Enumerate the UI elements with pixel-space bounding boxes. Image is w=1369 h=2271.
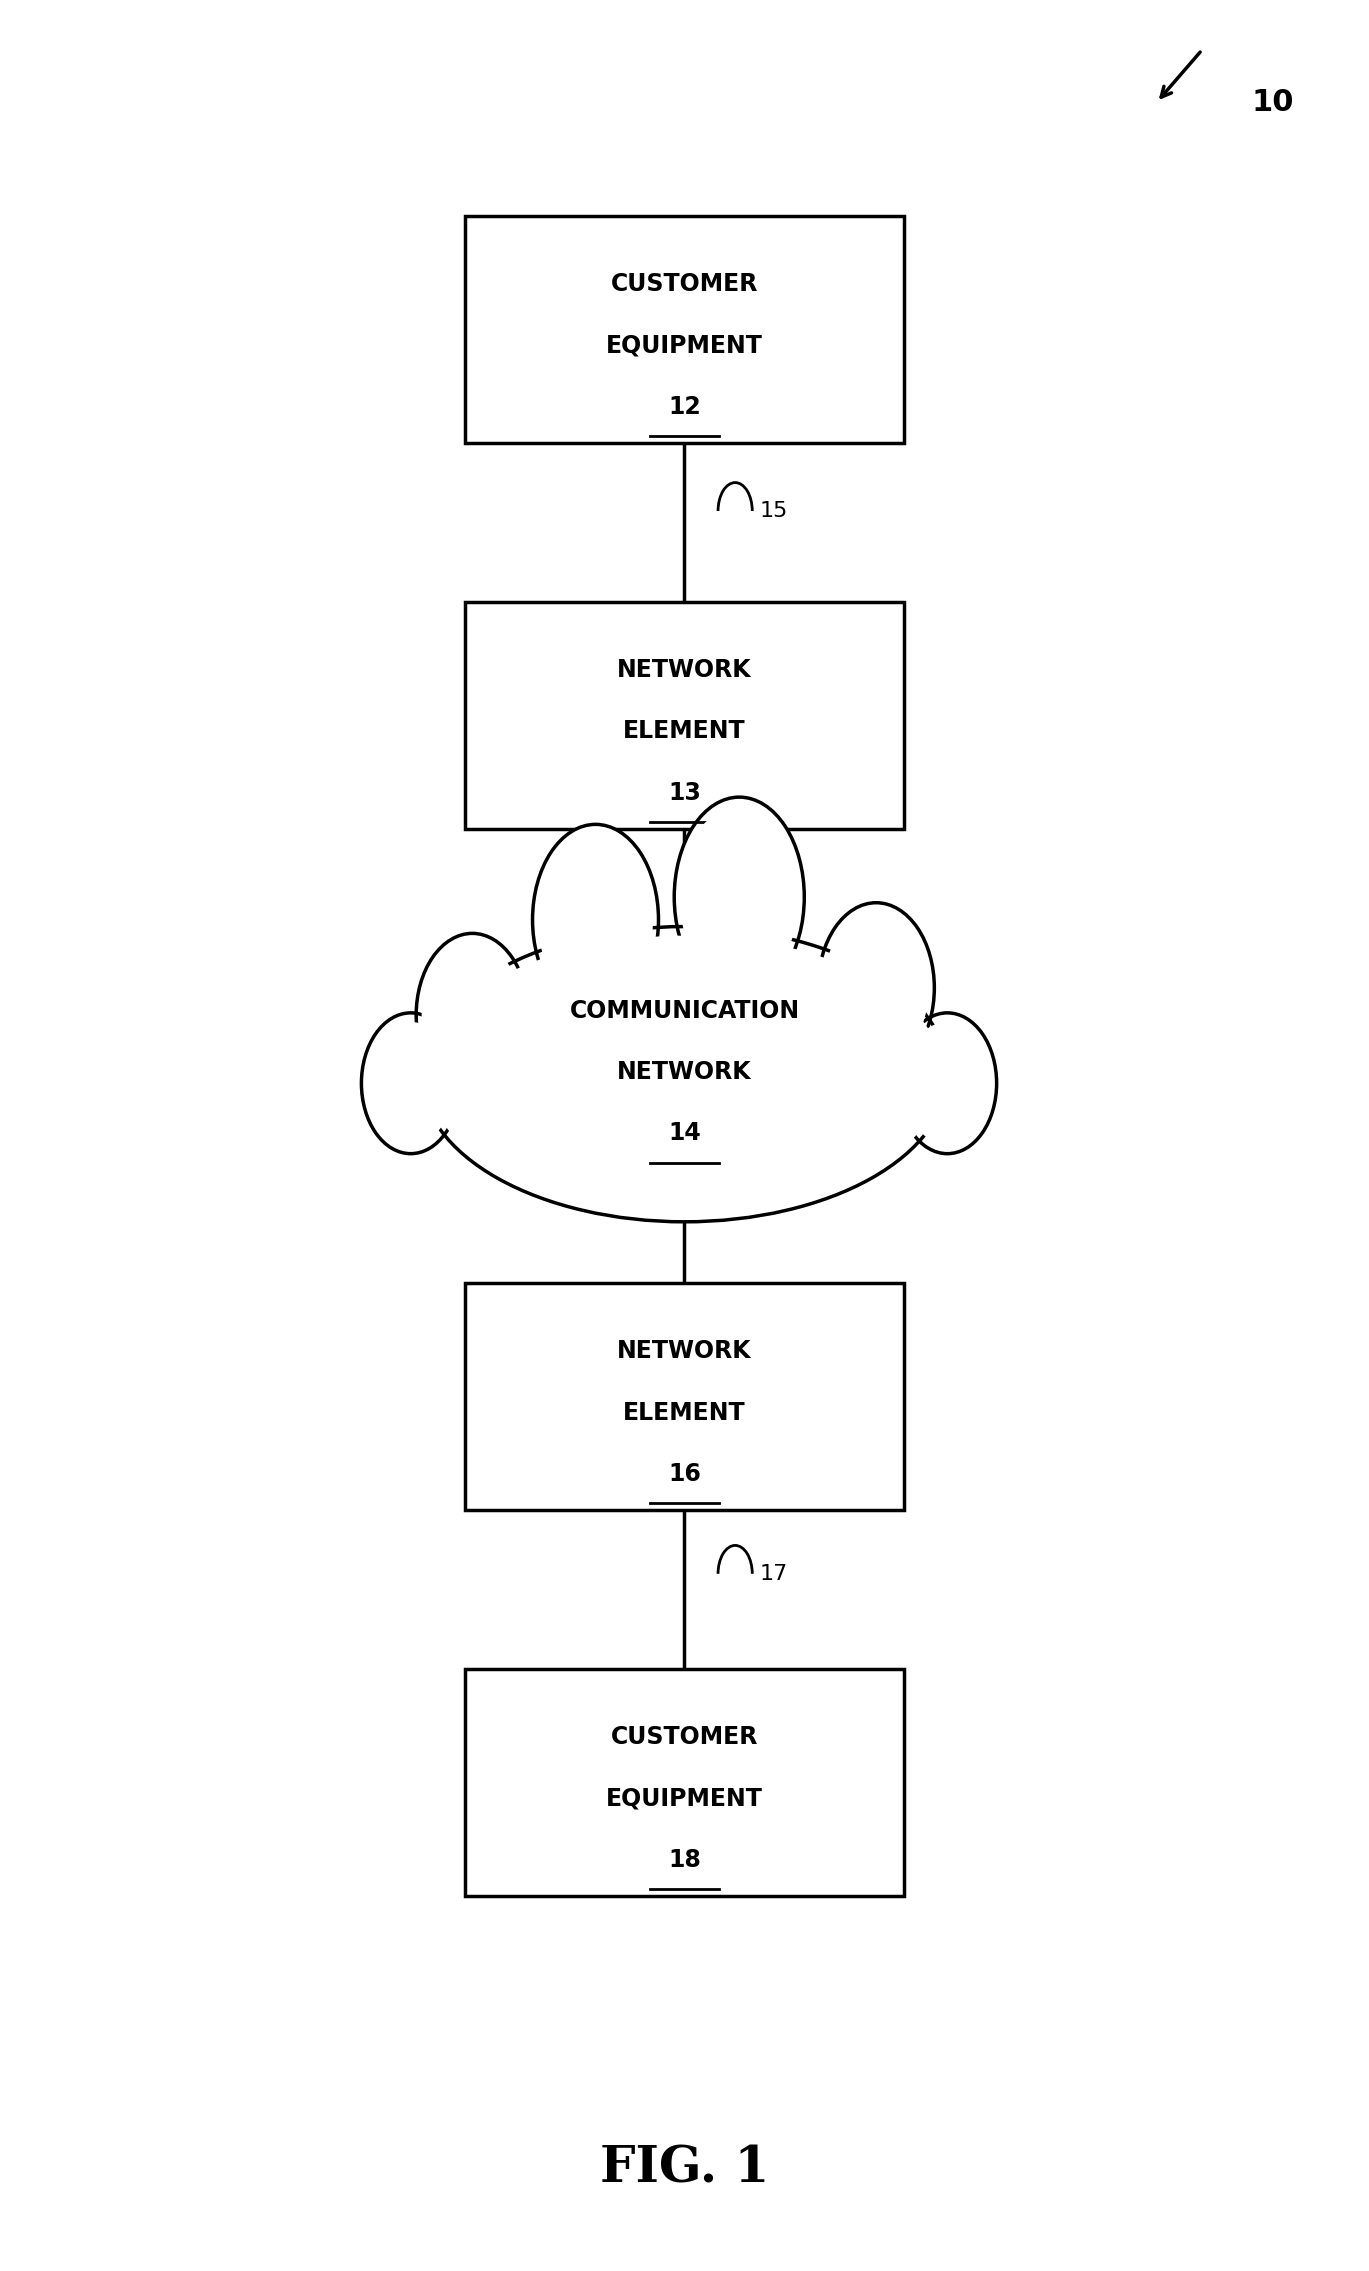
FancyBboxPatch shape [465,216,904,443]
Text: 15: 15 [760,502,789,520]
FancyBboxPatch shape [465,1283,904,1510]
Ellipse shape [426,936,942,1213]
Ellipse shape [679,806,798,988]
Ellipse shape [898,1013,997,1154]
Text: 16: 16 [668,1463,701,1485]
Ellipse shape [367,1022,455,1145]
Ellipse shape [674,797,804,997]
Ellipse shape [361,1013,460,1154]
Text: NETWORK: NETWORK [617,1340,752,1363]
Ellipse shape [817,902,934,1072]
Ellipse shape [416,933,528,1097]
FancyBboxPatch shape [465,602,904,829]
Text: EQUIPMENT: EQUIPMENT [606,1787,763,1810]
Text: CUSTOMER: CUSTOMER [611,1726,758,1749]
FancyBboxPatch shape [465,1669,904,1896]
Text: COMMUNICATION: COMMUNICATION [570,999,799,1022]
Text: ELEMENT: ELEMENT [623,1401,746,1424]
Ellipse shape [538,833,653,1006]
Ellipse shape [904,1022,991,1145]
Text: 17: 17 [760,1565,789,1583]
Text: ELEMENT: ELEMENT [623,720,746,743]
Text: 18: 18 [668,1849,701,1871]
Text: 14: 14 [668,1122,701,1145]
Ellipse shape [422,942,523,1088]
Text: CUSTOMER: CUSTOMER [611,273,758,295]
Text: NETWORK: NETWORK [617,659,752,681]
Text: 10: 10 [1251,89,1295,116]
Text: 12: 12 [668,395,701,418]
Ellipse shape [533,824,658,1015]
Ellipse shape [420,927,947,1222]
Ellipse shape [823,911,928,1063]
Text: EQUIPMENT: EQUIPMENT [606,334,763,357]
Text: FIG. 1: FIG. 1 [600,2144,769,2194]
Text: NETWORK: NETWORK [617,1061,752,1083]
Text: 13: 13 [668,781,701,804]
